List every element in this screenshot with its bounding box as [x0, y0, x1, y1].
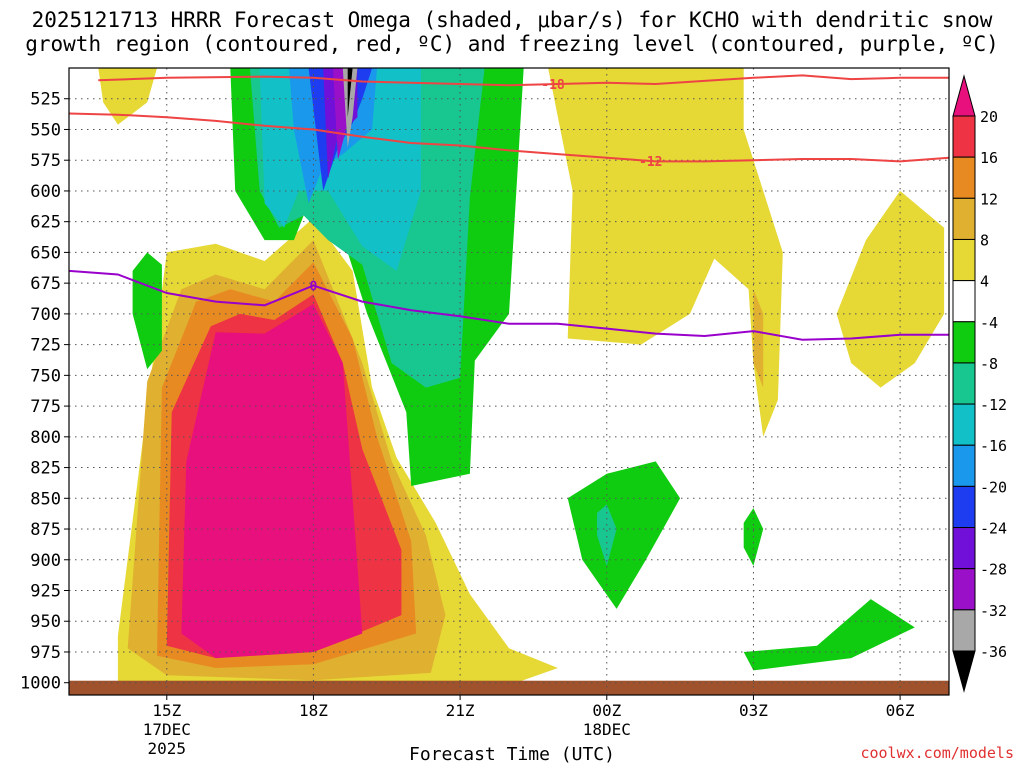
colorbar-label: 12: [980, 190, 998, 208]
contour-line-1: [69, 112, 949, 163]
x-tick-date-label: 17DEC: [143, 720, 191, 739]
x-tick-label: 18Z: [299, 701, 328, 720]
colorbar-label: 20: [980, 108, 998, 126]
contour-line-0: [98, 74, 949, 87]
colorbar-bin: [952, 403, 976, 446]
y-tick-label: 575: [30, 151, 61, 171]
x-tick-label: 15Z: [152, 701, 181, 720]
plot-frame: [68, 67, 950, 696]
colorbar-label: -36: [980, 643, 1007, 661]
colorbar-bin: [952, 444, 976, 487]
colorbar-label: -12: [980, 396, 1007, 414]
colorbar-bin: [952, 115, 976, 158]
y-tick-label: 625: [30, 213, 61, 233]
y-tick-label: 700: [30, 305, 61, 325]
y-tick-label: 525: [30, 90, 61, 110]
shaded-region-gray-1: [342, 68, 358, 148]
colorbar-label: -24: [980, 520, 1007, 538]
y-tick-label: 925: [30, 582, 61, 602]
y-tick-label: 725: [30, 336, 61, 356]
shaded-omega-field: [98, 68, 945, 686]
x-axis-title: Forecast Time (UTC): [409, 744, 615, 765]
ground-surface: [69, 680, 949, 695]
colorbar-bin: [952, 156, 976, 199]
y-tick-label: 975: [30, 643, 61, 663]
colorbar-label: -16: [980, 437, 1007, 455]
grid: [69, 68, 949, 695]
contour-lines: -18 -12 0: [69, 74, 949, 341]
colorbar-bin: [952, 280, 976, 323]
y-tick-label: 900: [30, 551, 61, 571]
x-tick-label: 03Z: [739, 701, 768, 720]
colorbar-label: 16: [980, 149, 998, 167]
y-tick-label: 750: [30, 366, 61, 386]
colorbar-bin: [952, 321, 976, 364]
colorbar-bin: [952, 238, 976, 282]
shaded-region-orange-small: [753, 289, 764, 388]
ground-strip: [69, 680, 949, 695]
y-tick-label: 650: [30, 243, 61, 263]
y-tick-label: 950: [30, 612, 61, 632]
shaded-region-green-2: [132, 252, 162, 370]
chart-title-line-1: 2025121713 HRRR Forecast Omega (shaded, …: [31, 8, 993, 32]
y-tick-label: 675: [30, 274, 61, 294]
shaded-region-teal-2: [597, 504, 617, 566]
colorbar-label: -4: [980, 314, 998, 332]
y-tick-label: 1000: [20, 674, 61, 694]
shaded-region-green-5: [743, 599, 915, 671]
colorbar-label: 8: [980, 231, 989, 249]
x-tick-label: 21Z: [446, 701, 475, 720]
x-tick-label: 06Z: [886, 701, 915, 720]
x-tick-year-label: 2025: [148, 739, 187, 758]
colorbar-bin: [952, 527, 976, 570]
colorbar-bin: [952, 609, 976, 652]
colorbar-bin: [952, 362, 976, 405]
chart-title-line-2: growth region (contoured, red, ºC) and f…: [25, 32, 999, 56]
y-tick-label: 600: [30, 182, 61, 202]
colorbar-bin: [952, 485, 976, 529]
y-tick-label: 850: [30, 489, 61, 509]
shaded-region-magenta-core: [181, 304, 363, 659]
y-tick-label: 800: [30, 428, 61, 448]
colorbar-label: -28: [980, 561, 1007, 579]
x-tick-label: 00Z: [592, 701, 621, 720]
contour-label: 0: [310, 280, 318, 295]
x-tick-date-label: 18DEC: [583, 720, 631, 739]
contour-label: -12: [639, 155, 662, 170]
colorbar-bin: [952, 197, 976, 240]
shaded-region-yellow-right: [836, 190, 945, 388]
credit-link[interactable]: coolwx.com/models: [860, 744, 1014, 762]
shaded-region-green-3: [567, 461, 681, 609]
colorbar-label: 4: [980, 273, 989, 291]
colorbar-over-triangle: [952, 74, 976, 117]
contour-label: -18: [541, 78, 565, 93]
y-axis: 525 550 575 600 625 650 675 700 725 750 775 800 825 8…: [20, 90, 69, 694]
chart-title: 2025121713 HRRR Forecast Omega (shaded, …: [0, 8, 1024, 56]
colorbar: 20 16 12 8 4 -4 -8 -12 -16 -20 -24 -28 -32 -36: [952, 74, 1007, 693]
colorbar-bin: [952, 568, 976, 611]
y-tick-label: 775: [30, 397, 61, 417]
y-tick-label: 550: [30, 120, 61, 140]
colorbar-label: -8: [980, 355, 998, 373]
shaded-region-yellow-top-left: [98, 68, 157, 125]
colorbar-under-triangle: [952, 650, 976, 693]
colorbar-label: -32: [980, 602, 1007, 620]
contour-line-2: [69, 269, 949, 341]
y-tick-label: 875: [30, 520, 61, 540]
colorbar-label: -20: [980, 478, 1007, 496]
y-tick-label: 825: [30, 459, 61, 479]
